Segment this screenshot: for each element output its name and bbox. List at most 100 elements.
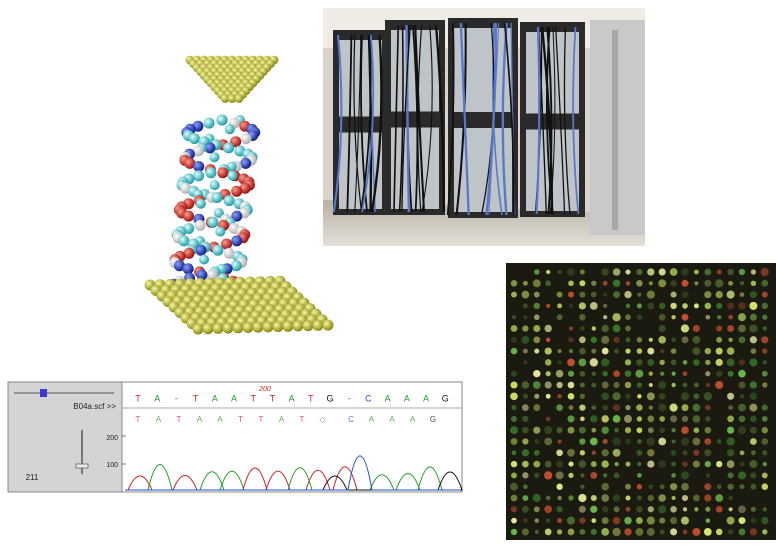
spot: [716, 269, 722, 275]
spot: [522, 348, 528, 354]
position-label: 200: [258, 386, 271, 393]
spot: [580, 484, 585, 489]
spot: [750, 472, 757, 479]
spot: [556, 506, 563, 513]
spot: [567, 426, 575, 434]
atom: [183, 210, 195, 222]
spot: [624, 290, 632, 299]
spot: [601, 268, 609, 276]
spot: [704, 426, 712, 434]
spot: [579, 404, 586, 411]
spot: [715, 505, 723, 513]
atom: [204, 142, 216, 154]
spot: [749, 336, 758, 344]
spot: [738, 324, 746, 333]
spot: [510, 347, 518, 355]
spot: [567, 528, 575, 536]
spot: [762, 314, 768, 320]
cable: [332, 34, 343, 213]
spot: [511, 291, 517, 298]
spot: [566, 516, 576, 525]
spot: [761, 438, 769, 445]
spot: [601, 415, 609, 423]
spot: [578, 358, 587, 367]
spot: [704, 302, 712, 310]
spot: [694, 507, 699, 512]
spot: [693, 269, 699, 275]
cable: [401, 24, 412, 213]
spot: [545, 393, 551, 399]
spot: [624, 359, 632, 366]
spot: [511, 517, 517, 524]
spot: [625, 348, 631, 354]
atom: [192, 145, 204, 157]
spot: [762, 382, 768, 388]
spot: [704, 449, 712, 457]
spot: [625, 337, 631, 343]
spot: [737, 313, 747, 322]
spot: [681, 404, 689, 412]
spot: [601, 324, 609, 333]
atom: [224, 124, 235, 135]
spot: [614, 348, 620, 354]
spot: [591, 450, 596, 455]
spot: [749, 460, 758, 469]
trace: [125, 455, 460, 491]
spot: [647, 494, 655, 502]
spot: [648, 405, 653, 410]
spot: [544, 324, 552, 333]
spot: [658, 380, 667, 390]
atom: [240, 133, 252, 145]
spot: [704, 494, 712, 502]
spot: [647, 358, 655, 366]
spot: [728, 314, 733, 320]
spot: [648, 281, 653, 286]
spot: [738, 268, 746, 276]
gold-atom: [227, 94, 237, 103]
spot: [579, 313, 586, 321]
spot: [613, 336, 620, 343]
spot: [510, 506, 518, 513]
slider-knob[interactable]: [40, 389, 47, 397]
spot: [590, 415, 598, 423]
reference-base: T: [177, 415, 182, 424]
cable: [537, 26, 547, 215]
spot: [737, 471, 747, 480]
base-call: -: [175, 393, 178, 403]
spot: [761, 483, 769, 490]
spot: [647, 302, 655, 310]
spot: [612, 415, 621, 423]
spot: [636, 427, 643, 434]
spot: [602, 280, 608, 286]
spot: [726, 437, 735, 446]
spot: [533, 460, 541, 468]
gold-atom: [232, 322, 244, 334]
spot: [681, 268, 689, 276]
spot: [544, 381, 552, 389]
spot: [612, 392, 621, 401]
server-photo: [323, 8, 645, 246]
spot: [681, 313, 689, 321]
spot: [580, 326, 585, 331]
spot: [521, 449, 530, 457]
cable: [370, 34, 383, 213]
dna-molecule: [144, 55, 334, 335]
spot: [728, 337, 733, 342]
spot: [715, 380, 724, 390]
spot: [680, 471, 690, 480]
spot: [612, 324, 621, 333]
spot: [681, 279, 689, 287]
spot: [658, 460, 666, 468]
file-label: B04a.scf >>: [73, 402, 116, 411]
spot: [603, 473, 608, 478]
spot: [716, 325, 723, 332]
spot: [704, 268, 712, 276]
spot: [761, 404, 768, 411]
spot: [533, 325, 541, 332]
spot: [658, 437, 667, 446]
spot: [705, 404, 711, 411]
spot: [660, 349, 665, 354]
spot: [726, 347, 735, 355]
spot: [762, 507, 767, 512]
